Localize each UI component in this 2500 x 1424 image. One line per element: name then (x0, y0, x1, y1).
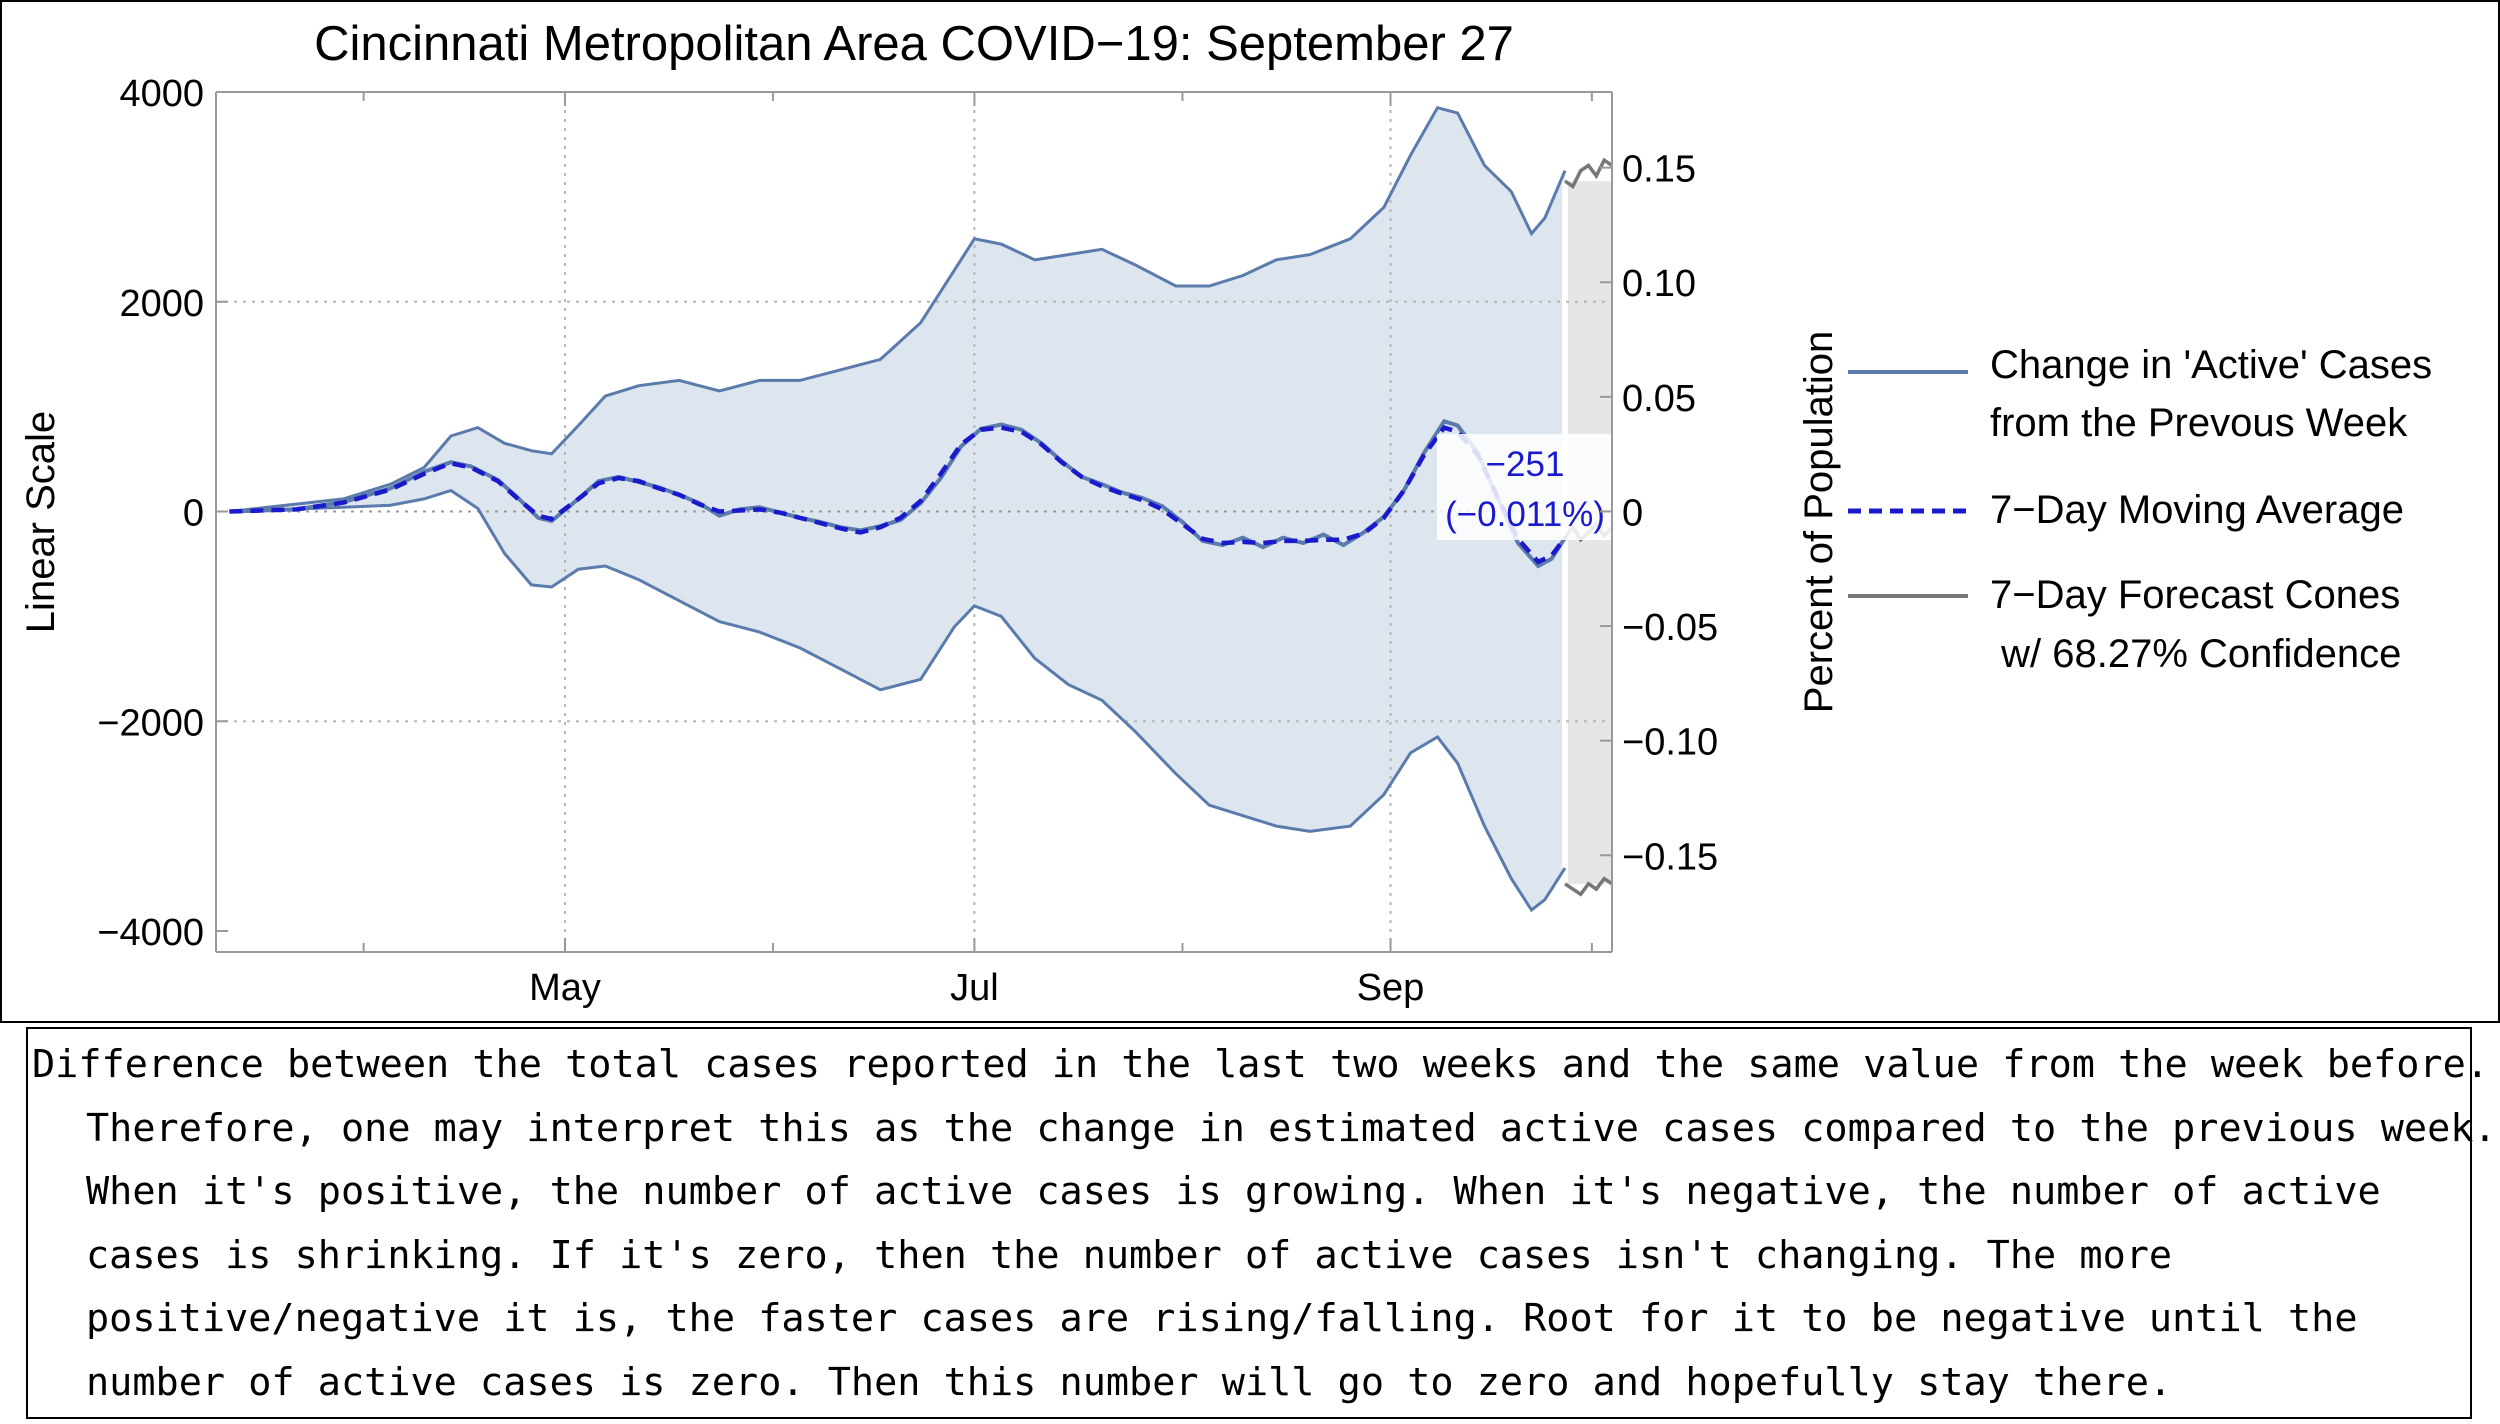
legend-entry-3-line1: 7−Day Forecast Cones (1990, 573, 2400, 617)
annotation-value: −251 (1486, 445, 1565, 484)
x-tick-label: Sep (1357, 967, 1425, 1009)
y2-tick-label: 0 (1622, 492, 1643, 534)
y2-tick-label: −0.15 (1622, 836, 1718, 878)
y-axis-label: Linear Scale (19, 411, 63, 633)
y2-tick-label: 0.05 (1622, 378, 1696, 420)
legend-entry-3-line2: w/ 68.27% Confidence (1990, 632, 2401, 676)
legend: Change in 'Active' Cases from the Prevous… (1848, 343, 2432, 676)
x-tick-label: Jul (950, 967, 999, 1009)
legend-entry-1-line2: from the Prevous Week (1990, 401, 2408, 445)
forecast-cone-upper-line (1564, 157, 1613, 189)
y2-tick-label: −0.10 (1622, 722, 1718, 764)
plot-area: −251 (−0.011%) 4000 2000 0 −2000 −4000 0.15 0.10… (97, 73, 1718, 1009)
y2-tick-label: −0.05 (1622, 607, 1718, 649)
x-tick-label: May (529, 967, 601, 1009)
confidence-band-upper-line (229, 105, 1567, 513)
y2-axis-label: Percent of Population (1797, 331, 1841, 713)
legend-entry-1-line1: Change in 'Active' Cases (1990, 343, 2432, 387)
annotation-box (1437, 434, 1613, 540)
y-tick-label: −4000 (97, 912, 204, 954)
caption-box: Difference between the total cases repor… (26, 1027, 2497, 1419)
legend-entry-2-line1: 7−Day Moving Average (1990, 488, 2404, 532)
y-tick-label: 0 (183, 493, 204, 535)
y-tick-label: 2000 (119, 283, 204, 325)
moving-average-line (229, 424, 1567, 565)
annotation-percent: (−0.011%) (1445, 495, 1605, 534)
chart-title: Cincinnati Metropolitan Area COVID−19: S… (314, 17, 1514, 71)
confidence-band-lower-line (229, 488, 1567, 913)
caption-text: Difference between the total cases repor… (32, 1042, 2497, 1405)
confidence-band-fill (229, 107, 1565, 910)
y-tick-label: −2000 (97, 702, 204, 744)
y-tick-label: 4000 (119, 73, 204, 115)
chart-frame: Cincinnati Metropolitan Area COVID−19: S… (0, 0, 2500, 1023)
y2-tick-label: 0.10 (1622, 263, 1696, 305)
chart: Cincinnati Metropolitan Area COVID−19: S… (19, 17, 2432, 1009)
y2-tick-label: 0.15 (1622, 149, 1696, 191)
forecast-cone-lower-line (1564, 876, 1613, 897)
